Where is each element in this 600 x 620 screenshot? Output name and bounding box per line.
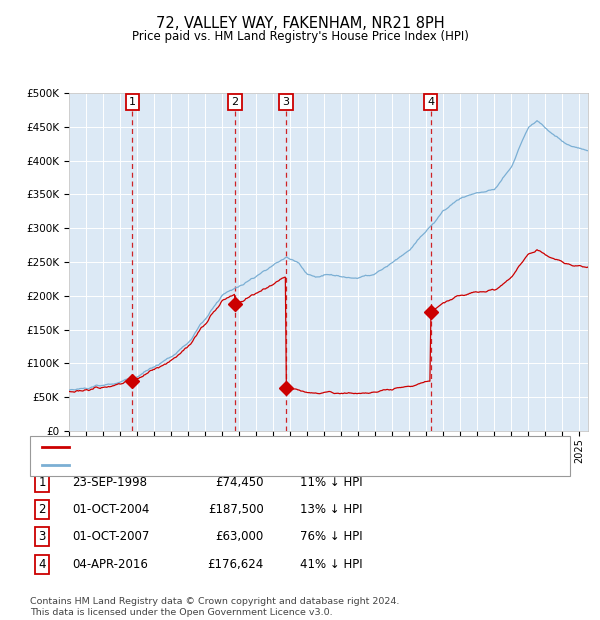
Text: 4: 4 xyxy=(38,558,46,570)
Text: 72, VALLEY WAY, FAKENHAM, NR21 8PH (detached house): 72, VALLEY WAY, FAKENHAM, NR21 8PH (deta… xyxy=(75,442,398,452)
Text: 72, VALLEY WAY, FAKENHAM, NR21 8PH: 72, VALLEY WAY, FAKENHAM, NR21 8PH xyxy=(155,16,445,30)
Text: 11% ↓ HPI: 11% ↓ HPI xyxy=(300,476,362,489)
Text: 3: 3 xyxy=(38,531,46,543)
Text: Price paid vs. HM Land Registry's House Price Index (HPI): Price paid vs. HM Land Registry's House … xyxy=(131,30,469,43)
Text: 1: 1 xyxy=(129,97,136,107)
Text: 1: 1 xyxy=(38,476,46,489)
Text: 01-OCT-2007: 01-OCT-2007 xyxy=(72,531,149,543)
Text: 4: 4 xyxy=(427,97,434,107)
Text: 76% ↓ HPI: 76% ↓ HPI xyxy=(300,531,362,543)
Text: HPI: Average price, detached house, North Norfolk: HPI: Average price, detached house, Nort… xyxy=(75,460,356,470)
Text: £74,450: £74,450 xyxy=(215,476,264,489)
Text: 13% ↓ HPI: 13% ↓ HPI xyxy=(300,503,362,516)
Text: 3: 3 xyxy=(283,97,289,107)
Text: £63,000: £63,000 xyxy=(216,531,264,543)
Text: 2: 2 xyxy=(38,503,46,516)
Text: £187,500: £187,500 xyxy=(208,503,264,516)
Text: 2: 2 xyxy=(232,97,238,107)
Text: 41% ↓ HPI: 41% ↓ HPI xyxy=(300,558,362,570)
Text: 23-SEP-1998: 23-SEP-1998 xyxy=(72,476,147,489)
Text: 01-OCT-2004: 01-OCT-2004 xyxy=(72,503,149,516)
Text: 04-APR-2016: 04-APR-2016 xyxy=(72,558,148,570)
Text: £176,624: £176,624 xyxy=(208,558,264,570)
Text: Contains HM Land Registry data © Crown copyright and database right 2024.
This d: Contains HM Land Registry data © Crown c… xyxy=(30,598,400,617)
